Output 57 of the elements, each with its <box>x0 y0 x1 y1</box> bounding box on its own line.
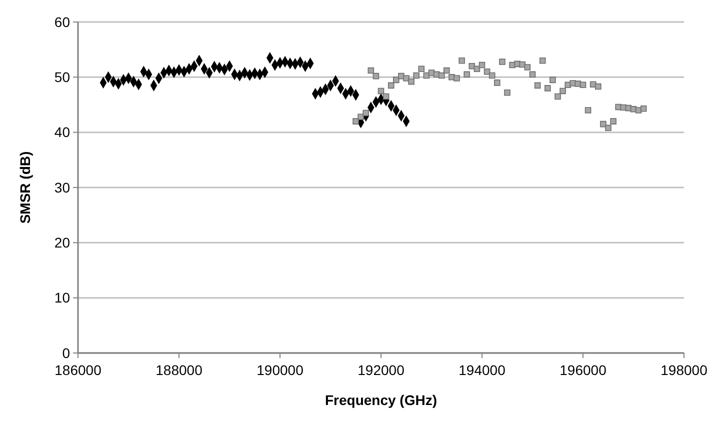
y-axis-title: SMSR (dB) <box>17 151 33 224</box>
point <box>534 82 541 89</box>
point <box>499 58 506 65</box>
point <box>529 71 536 78</box>
point <box>388 82 394 89</box>
y-tick-label: 10 <box>54 290 70 306</box>
point <box>610 118 616 124</box>
x-tick-label: 198000 <box>660 362 708 378</box>
point <box>640 105 647 112</box>
point <box>590 81 596 88</box>
point <box>403 75 410 82</box>
point <box>408 78 414 85</box>
point <box>418 66 425 72</box>
y-tick-label: 20 <box>54 234 70 251</box>
point <box>372 72 380 80</box>
point <box>554 93 561 100</box>
point <box>358 114 364 120</box>
x-axis-title: Frequency (GHz) <box>324 392 438 408</box>
x-tick-label: 186000 <box>54 362 102 378</box>
x-tick-label: 192000 <box>358 362 405 378</box>
point <box>494 80 500 86</box>
point <box>438 72 445 79</box>
x-tick-label: 188000 <box>156 362 203 378</box>
point <box>504 89 510 96</box>
point <box>539 57 546 64</box>
point <box>600 120 606 128</box>
x-tick-label: 190000 <box>256 362 304 378</box>
y-tick-label: 0 <box>62 344 70 361</box>
point <box>488 72 496 79</box>
x-tick-label: 194000 <box>458 362 506 378</box>
point <box>560 88 566 94</box>
point <box>362 110 369 116</box>
point <box>580 82 586 88</box>
point <box>352 118 359 124</box>
y-tick-label: 60 <box>54 14 70 30</box>
point <box>524 64 531 70</box>
point <box>478 62 486 68</box>
y-tick-label: 30 <box>54 179 70 196</box>
point <box>544 85 551 92</box>
point <box>484 68 490 75</box>
point <box>378 88 384 94</box>
y-tick-label: 40 <box>54 124 70 140</box>
y-tick-label: 50 <box>54 69 70 86</box>
point <box>444 67 450 74</box>
point <box>454 75 460 82</box>
point <box>393 76 400 84</box>
point <box>368 67 374 74</box>
point <box>468 62 476 70</box>
point <box>595 83 602 90</box>
point <box>605 124 612 132</box>
point <box>584 107 592 114</box>
point <box>458 57 465 64</box>
point <box>464 71 470 78</box>
x-tick-label: 196000 <box>560 362 607 378</box>
point <box>550 76 556 84</box>
point <box>413 72 420 79</box>
point <box>382 93 390 100</box>
